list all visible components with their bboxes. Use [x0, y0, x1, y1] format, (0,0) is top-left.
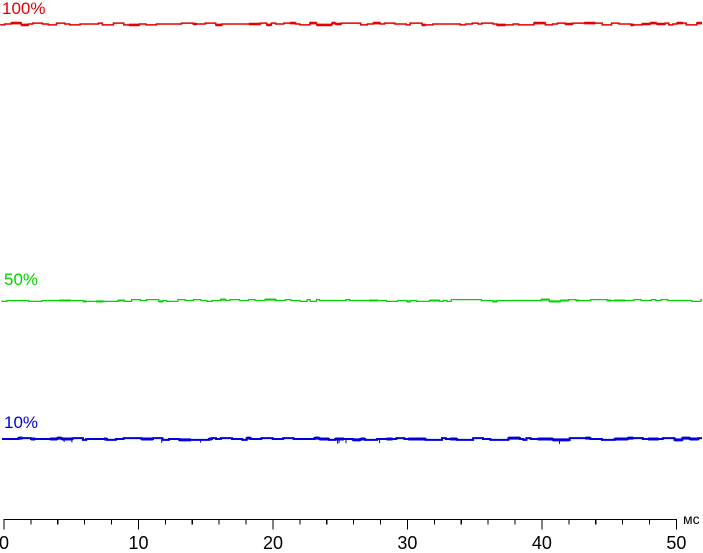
series-label-10-percent: 10% [4, 413, 39, 432]
x-axis-tick-label: 20 [263, 533, 283, 553]
series-line-10% [2, 436, 702, 444]
x-axis-tick-label: 40 [532, 533, 552, 553]
series-trace-noise [18, 436, 699, 442]
x-axis-tick-label: 30 [397, 533, 417, 553]
series-trace-noise [59, 298, 626, 303]
x-axis-tick-label: 10 [128, 533, 148, 553]
series-trace [1, 299, 702, 302]
series-line-100% [0, 21, 702, 27]
x-axis-unit-label: мс [683, 511, 700, 527]
series-line-50% [1, 298, 702, 303]
series-trace-spikes [63, 439, 560, 444]
x-axis: 0 10 20 30 40 50 [0, 518, 686, 553]
x-axis-tick-label: 50 [666, 533, 686, 553]
series-trace [0, 22, 702, 26]
series-trace-noise [11, 21, 702, 27]
series-label-50-percent: 50% [4, 270, 39, 289]
series-label-100-percent: 100% [2, 0, 46, 18]
x-axis-tick-label: 0 [0, 533, 9, 553]
